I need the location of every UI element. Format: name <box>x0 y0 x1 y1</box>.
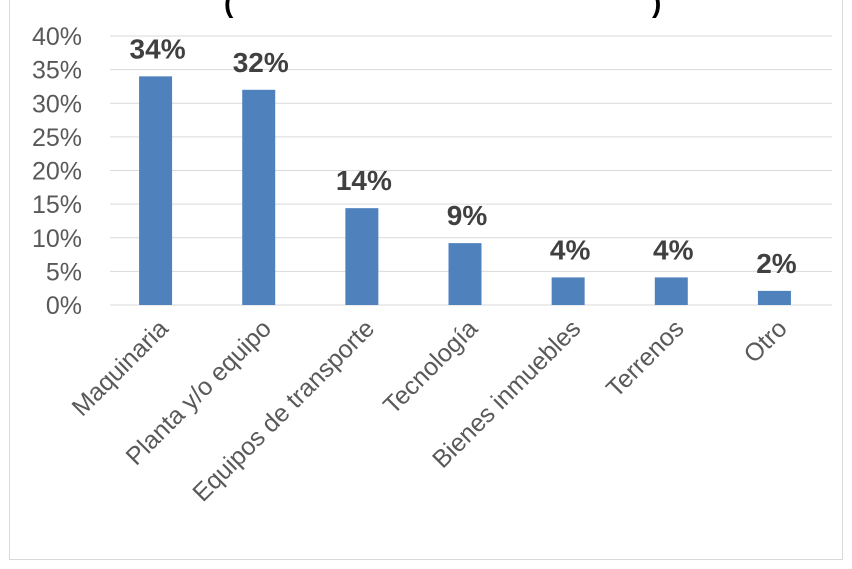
x-category-label: Equipos de transporte <box>187 314 380 507</box>
bar <box>345 208 379 305</box>
title-fragment: ( <box>224 0 234 18</box>
bars <box>139 76 791 305</box>
data-labels: 34% 32% 14% 9% 4% 4% 2% <box>130 33 797 279</box>
x-category-label: Otro <box>738 314 792 368</box>
x-category-label: Tecnología <box>378 314 483 419</box>
gridlines <box>110 35 832 306</box>
y-tick-label: 10% <box>32 225 82 253</box>
bar <box>654 277 688 305</box>
chart-frame <box>9 0 843 560</box>
chart-title: () <box>224 0 661 18</box>
data-label: 4% <box>653 234 694 265</box>
y-tick-label: 30% <box>32 90 82 118</box>
y-tick-label: 0% <box>46 292 82 320</box>
y-tick-label: 15% <box>32 191 82 219</box>
title-fragment: ) <box>652 0 661 18</box>
y-tick-label: 40% <box>32 23 82 51</box>
y-tick-label: 25% <box>32 124 82 152</box>
data-label: 2% <box>756 248 797 279</box>
data-label: 4% <box>550 234 591 265</box>
y-tick-label: 5% <box>46 258 82 286</box>
y-tick-label: 20% <box>32 158 82 186</box>
bar <box>757 290 791 305</box>
data-label: 14% <box>336 165 392 196</box>
y-axis-ticks: 0% 5% 10% 15% 20% 25% 30% 35% 40% <box>32 23 82 320</box>
x-category-label: Maquinaria <box>67 314 174 421</box>
bar <box>139 76 173 305</box>
y-tick-label: 35% <box>32 57 82 85</box>
x-category-label: Terrenos <box>601 314 690 403</box>
data-label: 32% <box>233 47 289 78</box>
data-label: 34% <box>130 33 186 64</box>
data-label: 9% <box>447 200 488 231</box>
bar <box>551 277 585 305</box>
bar <box>448 243 482 305</box>
bar <box>242 89 276 305</box>
